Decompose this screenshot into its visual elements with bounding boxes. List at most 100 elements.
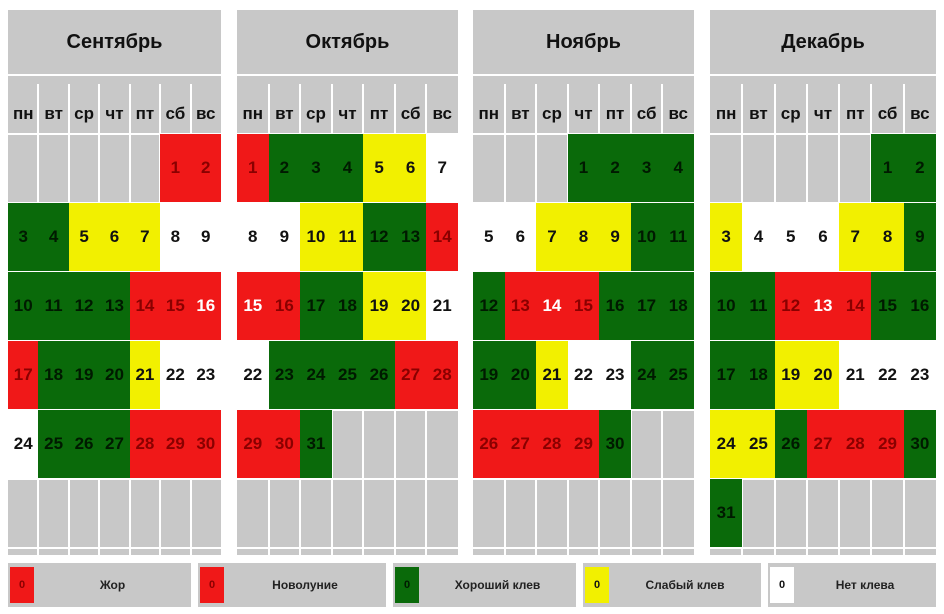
day-cell[interactable]: 13 <box>99 272 130 340</box>
day-cell[interactable]: 20 <box>504 341 537 409</box>
day-cell[interactable]: 24 <box>630 341 663 409</box>
day-cell[interactable]: 12 <box>68 272 100 340</box>
day-cell[interactable]: 17 <box>300 272 332 340</box>
day-cell[interactable]: 1 <box>567 134 600 202</box>
day-cell[interactable]: 17 <box>630 272 663 340</box>
day-cell[interactable]: 19 <box>363 272 395 340</box>
day-cell[interactable]: 6 <box>99 203 130 271</box>
day-cell[interactable]: 13 <box>394 203 427 271</box>
day-cell[interactable]: 25 <box>742 410 775 478</box>
day-cell[interactable]: 15 <box>871 272 904 340</box>
day-cell[interactable]: 14 <box>839 272 872 340</box>
day-cell[interactable]: 9 <box>190 203 221 271</box>
day-cell[interactable]: 26 <box>774 410 807 478</box>
day-cell[interactable]: 25 <box>662 341 694 409</box>
day-cell[interactable]: 22 <box>237 341 269 409</box>
day-cell[interactable]: 22 <box>160 341 191 409</box>
day-cell[interactable]: 19 <box>68 341 100 409</box>
day-cell[interactable]: 12 <box>363 203 395 271</box>
day-cell[interactable]: 26 <box>68 410 100 478</box>
day-cell[interactable]: 16 <box>599 272 631 340</box>
day-cell[interactable]: 7 <box>536 203 568 271</box>
day-cell[interactable]: 18 <box>38 341 69 409</box>
day-cell[interactable]: 5 <box>473 203 505 271</box>
day-cell[interactable]: 10 <box>710 272 743 340</box>
day-cell[interactable]: 7 <box>839 203 872 271</box>
day-cell[interactable]: 6 <box>394 134 427 202</box>
day-cell[interactable]: 22 <box>871 341 904 409</box>
day-cell[interactable]: 23 <box>268 341 301 409</box>
day-cell[interactable]: 19 <box>774 341 807 409</box>
day-cell[interactable]: 27 <box>806 410 840 478</box>
day-cell[interactable]: 2 <box>268 134 301 202</box>
day-cell[interactable]: 14 <box>129 272 161 340</box>
day-cell[interactable]: 8 <box>871 203 904 271</box>
day-cell[interactable]: 29 <box>237 410 269 478</box>
day-cell[interactable]: 13 <box>504 272 537 340</box>
day-cell[interactable]: 28 <box>839 410 872 478</box>
day-cell[interactable]: 9 <box>903 203 936 271</box>
day-cell[interactable]: 30 <box>903 410 936 478</box>
day-cell[interactable]: 26 <box>363 341 395 409</box>
day-cell[interactable]: 14 <box>426 203 458 271</box>
day-cell[interactable]: 30 <box>268 410 301 478</box>
day-cell[interactable]: 17 <box>8 341 39 409</box>
day-cell[interactable]: 14 <box>536 272 568 340</box>
day-cell[interactable]: 6 <box>504 203 537 271</box>
day-cell[interactable]: 5 <box>774 203 807 271</box>
day-cell[interactable]: 22 <box>567 341 600 409</box>
day-cell[interactable]: 6 <box>806 203 840 271</box>
day-cell[interactable]: 8 <box>567 203 600 271</box>
day-cell[interactable]: 12 <box>774 272 807 340</box>
day-cell[interactable]: 30 <box>599 410 631 478</box>
day-cell[interactable]: 4 <box>38 203 69 271</box>
day-cell[interactable]: 21 <box>839 341 872 409</box>
day-cell[interactable]: 9 <box>599 203 631 271</box>
day-cell[interactable]: 26 <box>473 410 505 478</box>
day-cell[interactable]: 15 <box>567 272 600 340</box>
day-cell[interactable]: 10 <box>300 203 332 271</box>
day-cell[interactable]: 28 <box>129 410 161 478</box>
day-cell[interactable]: 25 <box>331 341 364 409</box>
day-cell[interactable]: 4 <box>662 134 694 202</box>
day-cell[interactable]: 24 <box>300 341 332 409</box>
day-cell[interactable]: 3 <box>710 203 743 271</box>
day-cell[interactable]: 8 <box>237 203 269 271</box>
day-cell[interactable]: 20 <box>394 272 427 340</box>
day-cell[interactable]: 1 <box>237 134 269 202</box>
day-cell[interactable]: 10 <box>8 272 39 340</box>
day-cell[interactable]: 31 <box>300 410 332 478</box>
day-cell[interactable]: 10 <box>630 203 663 271</box>
day-cell[interactable]: 28 <box>426 341 458 409</box>
day-cell[interactable]: 27 <box>99 410 130 478</box>
day-cell[interactable]: 4 <box>331 134 364 202</box>
day-cell[interactable]: 30 <box>190 410 221 478</box>
day-cell[interactable]: 18 <box>331 272 364 340</box>
day-cell[interactable]: 4 <box>742 203 775 271</box>
day-cell[interactable]: 29 <box>871 410 904 478</box>
day-cell[interactable]: 2 <box>599 134 631 202</box>
day-cell[interactable]: 29 <box>160 410 191 478</box>
day-cell[interactable]: 11 <box>38 272 69 340</box>
day-cell[interactable]: 11 <box>331 203 364 271</box>
day-cell[interactable]: 2 <box>903 134 936 202</box>
day-cell[interactable]: 29 <box>567 410 600 478</box>
day-cell[interactable]: 3 <box>630 134 663 202</box>
day-cell[interactable]: 9 <box>268 203 301 271</box>
day-cell[interactable]: 1 <box>160 134 191 202</box>
day-cell[interactable]: 16 <box>268 272 301 340</box>
day-cell[interactable]: 5 <box>363 134 395 202</box>
day-cell[interactable]: 23 <box>903 341 936 409</box>
day-cell[interactable]: 11 <box>742 272 775 340</box>
day-cell[interactable]: 16 <box>903 272 936 340</box>
day-cell[interactable]: 3 <box>8 203 39 271</box>
day-cell[interactable]: 2 <box>190 134 221 202</box>
day-cell[interactable]: 5 <box>68 203 100 271</box>
day-cell[interactable]: 25 <box>38 410 69 478</box>
day-cell[interactable]: 15 <box>237 272 269 340</box>
day-cell[interactable]: 12 <box>473 272 505 340</box>
day-cell[interactable]: 24 <box>710 410 743 478</box>
day-cell[interactable]: 21 <box>536 341 568 409</box>
day-cell[interactable]: 27 <box>394 341 427 409</box>
day-cell[interactable]: 3 <box>300 134 332 202</box>
